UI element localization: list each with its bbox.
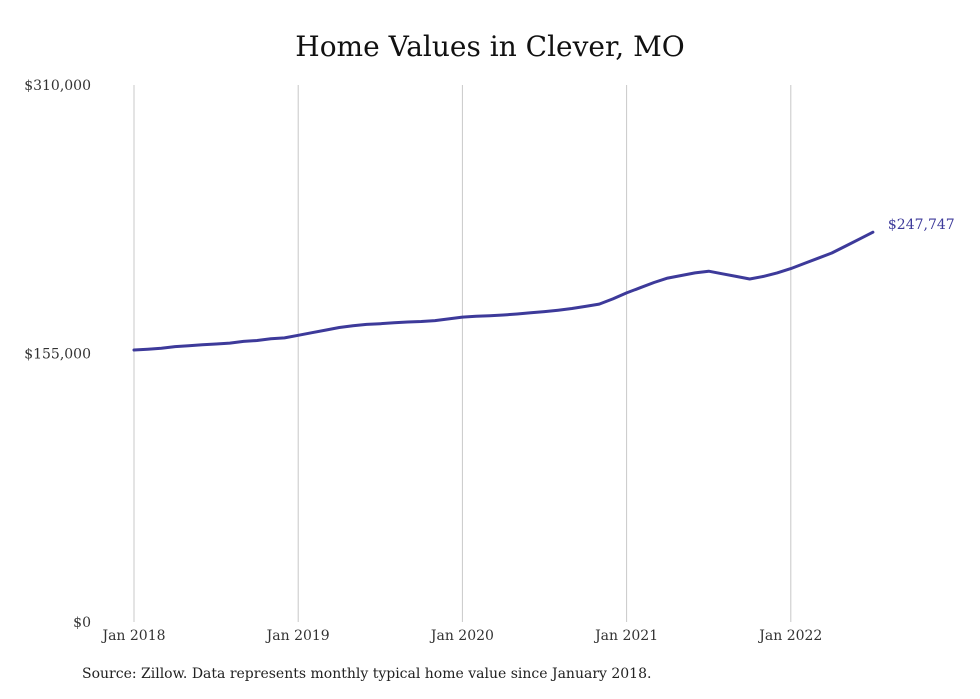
x-tick-label: Jan 2018 <box>100 628 165 644</box>
y-tick-label: $0 <box>73 615 91 631</box>
y-tick-label: $155,000 <box>24 347 91 363</box>
x-tick-label: Jan 2020 <box>429 628 494 644</box>
series-layer <box>132 230 875 352</box>
y-tick-label: $310,000 <box>24 78 91 94</box>
end-label-layer: $247,747 <box>888 217 955 233</box>
y-axis-labels: $0 $155,000 $310,000 <box>24 78 91 631</box>
x-tick-label: Jan 2019 <box>265 628 330 644</box>
x-axis-labels: Jan 2018 Jan 2019 Jan 2020 Jan 2021 Jan 2022 <box>100 628 822 644</box>
grid-lines <box>133 85 792 622</box>
source-note: Source: Zillow. Data represents monthly … <box>82 666 652 682</box>
series-line <box>132 230 875 352</box>
chart-title: Home Values in Clever, MO <box>295 30 685 63</box>
end-value-label: $247,747 <box>888 217 955 233</box>
x-tick-label: Jan 2021 <box>593 628 658 644</box>
x-tick-label: Jan 2022 <box>757 628 822 644</box>
